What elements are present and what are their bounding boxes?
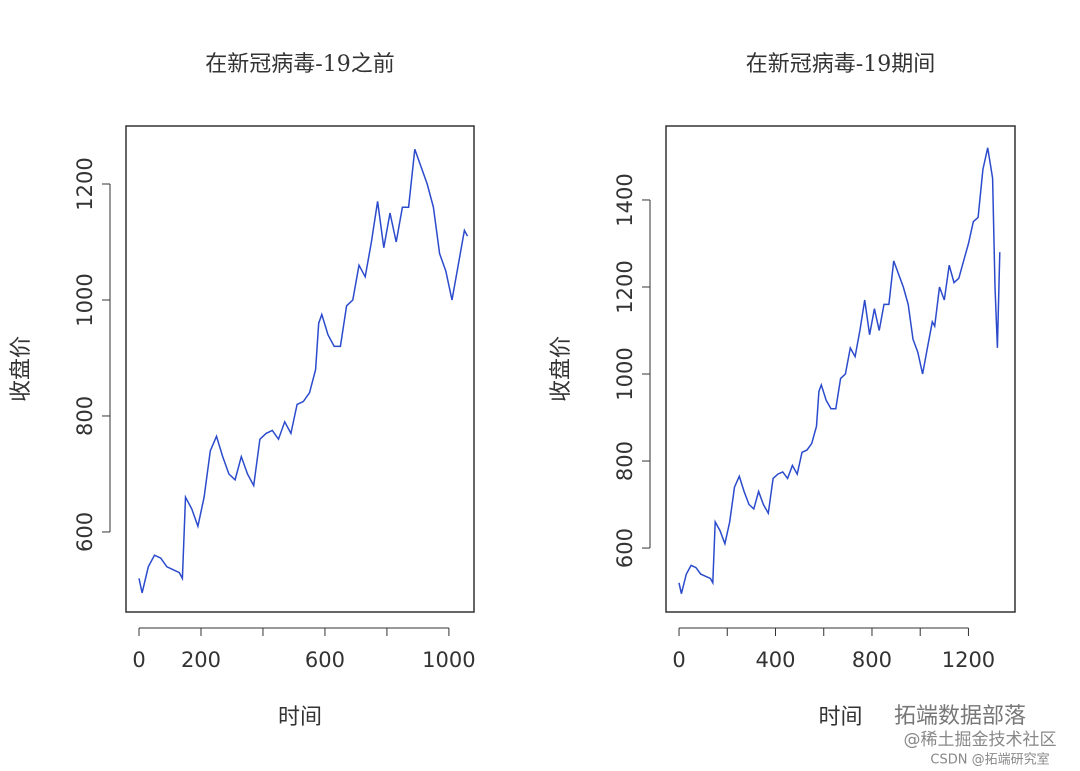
x-tick-label: 400 [755,648,795,672]
y-tick-label: 600 [613,528,637,568]
y-axis-label: 收盘价 [9,336,34,402]
x-tick-label: 0 [132,648,145,672]
x-tick-label: 0 [672,648,685,672]
x-tick-label: 800 [852,648,892,672]
y-tick-label: 800 [73,396,97,436]
x-axis-label: 时间 [818,705,862,730]
y-axis-label: 收盘价 [549,336,574,402]
y-tick-label: 600 [73,512,97,552]
y-tick-label: 1200 [613,260,637,313]
x-tick-label: 600 [305,648,345,672]
y-tick-label: 1400 [613,173,637,226]
x-tick-label: 200 [181,648,221,672]
y-tick-label: 1200 [73,157,97,210]
plot-frame [665,125,1016,613]
watermark: @稀土掘金技术社区 [904,730,1057,750]
plot-frame [125,125,475,613]
x-tick-label: 1200 [942,648,995,672]
watermark: 拓端数据部落 [894,704,1026,729]
watermark: CSDN @拓端研究室 [930,752,1049,768]
chart-title: 在新冠病毒-19期间 [746,52,935,77]
x-axis-label: 时间 [278,705,322,730]
line-series [138,148,469,594]
chart-title: 在新冠病毒-19之前 [205,52,394,77]
y-tick-label: 1000 [73,273,97,326]
y-tick-label: 1000 [613,347,637,400]
y-tick-label: 800 [613,441,637,481]
x-tick-label: 1000 [422,648,475,672]
line-series [678,147,1001,594]
